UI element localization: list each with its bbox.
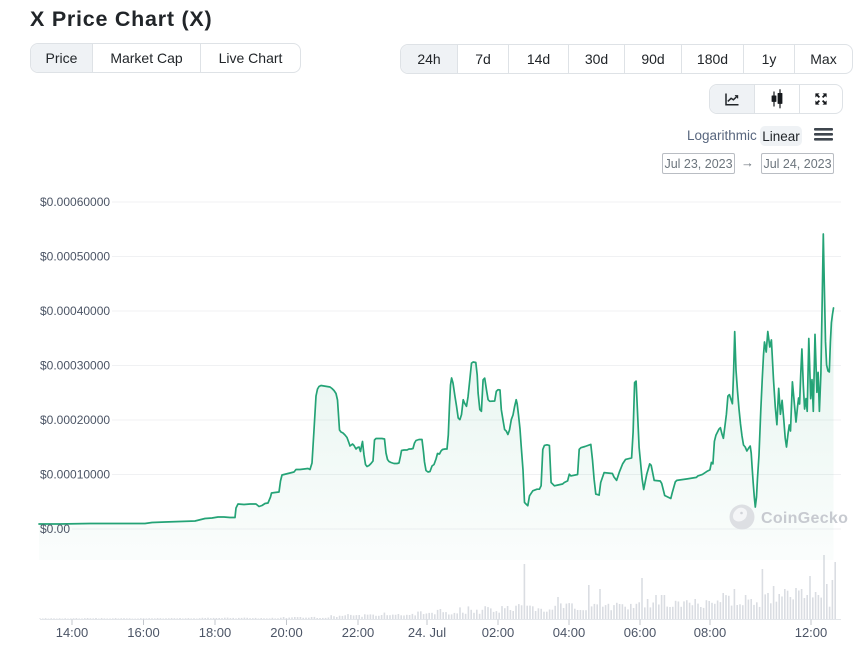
svg-text:04:00: 04:00 <box>553 625 586 640</box>
svg-text:08:00: 08:00 <box>694 625 727 640</box>
svg-text:$0.00060000: $0.00060000 <box>40 195 110 209</box>
svg-text:CoinGecko: CoinGecko <box>761 510 848 527</box>
svg-text:$0.00010000: $0.00010000 <box>40 468 110 482</box>
svg-text:16:00: 16:00 <box>127 625 160 640</box>
svg-text:$0.00020000: $0.00020000 <box>40 413 110 427</box>
svg-text:02:00: 02:00 <box>482 625 515 640</box>
svg-text:$0.00030000: $0.00030000 <box>40 359 110 373</box>
svg-text:06:00: 06:00 <box>624 625 657 640</box>
svg-text:18:00: 18:00 <box>199 625 232 640</box>
svg-text:14:00: 14:00 <box>56 625 89 640</box>
svg-text:$0.00040000: $0.00040000 <box>40 304 110 318</box>
svg-text:12:00: 12:00 <box>795 625 828 640</box>
svg-text:$0.00050000: $0.00050000 <box>40 250 110 264</box>
svg-text:$0.00: $0.00 <box>40 522 70 536</box>
svg-text:20:00: 20:00 <box>270 625 303 640</box>
svg-text:22:00: 22:00 <box>342 625 375 640</box>
svg-text:24. Jul: 24. Jul <box>408 625 446 640</box>
